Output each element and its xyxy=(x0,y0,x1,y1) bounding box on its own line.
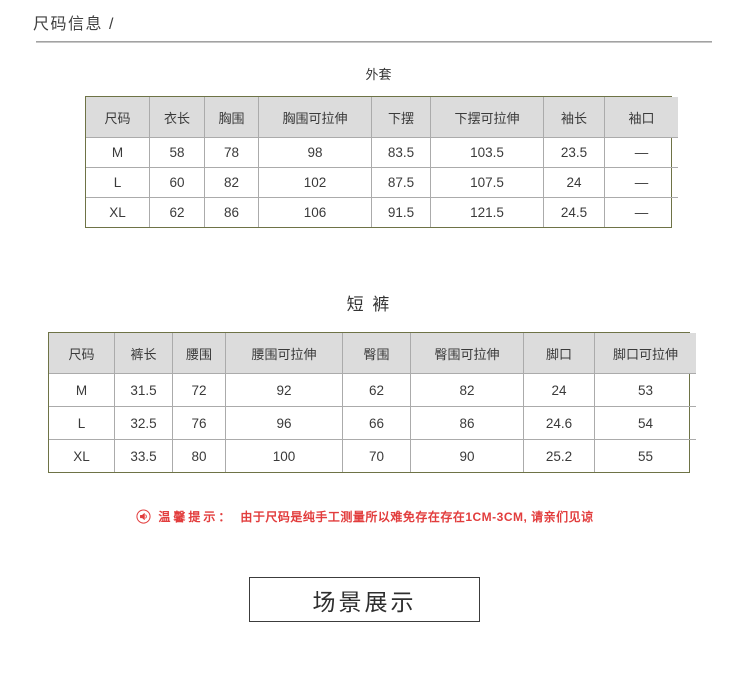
table-cell: L xyxy=(49,406,115,440)
table-cell: 60 xyxy=(149,167,205,198)
table-cell: M xyxy=(49,373,115,407)
warm-tip: 温馨提示： 由于尺码是纯手工测量所以难免存在存在1CM-3CM, 请亲们见谅 xyxy=(0,505,730,527)
table-cell: 98 xyxy=(258,137,372,168)
table-cell: — xyxy=(604,167,678,198)
column-header: 胸围 xyxy=(204,97,259,138)
warm-tip-text: 由于尺码是纯手工测量所以难免存在存在1CM-3CM, 请亲们见谅 xyxy=(240,509,594,524)
column-header: 脚口可拉伸 xyxy=(594,333,696,374)
table-cell: 70 xyxy=(342,439,411,472)
table-cell: 102 xyxy=(258,167,372,198)
table-cell: 106 xyxy=(258,197,372,227)
table-cell: 32.5 xyxy=(114,406,173,440)
column-header: 胸围可拉伸 xyxy=(258,97,372,138)
speaker-icon xyxy=(136,508,151,524)
header-row: 尺码 衣长 胸围 胸围可拉伸 下摆 下摆可拉伸 袖长 袖口 xyxy=(86,97,678,138)
table-cell: 107.5 xyxy=(430,167,544,198)
table-cell: 24.5 xyxy=(543,197,605,227)
table-row: L 32.5 76 96 66 86 24.6 54 xyxy=(49,406,696,440)
table-cell: 91.5 xyxy=(371,197,431,227)
table-cell: 24 xyxy=(523,373,595,407)
table-cell: 87.5 xyxy=(371,167,431,198)
column-header: 腰围可拉伸 xyxy=(225,333,343,374)
table-cell: 103.5 xyxy=(430,137,544,168)
table-row: L 60 82 102 87.5 107.5 24— xyxy=(86,167,678,198)
table-cell: 53 xyxy=(594,373,696,407)
table-cell: 58 xyxy=(149,137,205,168)
table-cell: 78 xyxy=(204,137,259,168)
table-cell: 24 xyxy=(543,167,605,198)
table-cell: — xyxy=(634,205,649,220)
table-row: M 31.5 72 92 62 82 24 53 xyxy=(49,373,696,407)
table-cell: 62 xyxy=(342,373,411,407)
table-cell: 72 xyxy=(172,373,226,407)
table-cell: 31.5 xyxy=(114,373,173,407)
table-cell: 82 xyxy=(204,167,259,198)
table-cell: 90 xyxy=(410,439,524,472)
table-cell: — xyxy=(604,137,678,168)
table-cell: M xyxy=(86,137,150,168)
table-cell: 76 xyxy=(172,406,226,440)
column-header: 腰围 xyxy=(172,333,226,374)
header-row: 尺码 裤长 腰围 腰围可拉伸 臀围 臀围可拉伸 脚口 脚口可拉伸 xyxy=(49,333,696,374)
table-cell: XL xyxy=(49,439,115,472)
column-header: 下摆 xyxy=(371,97,431,138)
table-cell: 121.5 xyxy=(430,197,544,227)
page-title: 尺码信息 / xyxy=(33,16,115,33)
table-cell: 86 xyxy=(204,197,259,227)
jacket-table-caption: 外套 xyxy=(365,67,392,82)
shorts-size-table: 尺码 裤长 腰围 腰围可拉伸 臀围 臀围可拉伸 脚口 脚口可拉伸 M 31.5 72 92 62 82 24… xyxy=(48,332,696,473)
title-divider xyxy=(36,41,712,43)
table-cell: XL xyxy=(86,197,150,227)
column-header: 脚口 xyxy=(523,333,595,374)
column-header: 臀围 xyxy=(342,333,411,374)
column-header: 袖口 xyxy=(604,97,678,138)
column-header: 臀围可拉伸 xyxy=(410,333,524,374)
table-cell: 92 xyxy=(225,373,343,407)
table-cell: 25.2 xyxy=(523,439,595,472)
table-cell: 82 xyxy=(410,373,524,407)
table-cell: 86 xyxy=(410,406,524,440)
table-row: M 58 78 98 83.5 103.5 23.5— xyxy=(86,137,678,168)
column-header: 衣长 xyxy=(149,97,205,138)
table-cell: 80 xyxy=(172,439,226,472)
table-cell: 23.5 xyxy=(543,137,605,168)
table-cell: 100 xyxy=(225,439,343,472)
table-cell: 24.6 xyxy=(523,406,595,440)
table-cell: 62 xyxy=(149,197,205,227)
table-cell: 83.5 xyxy=(371,137,431,168)
table-cell: 55 xyxy=(637,448,654,464)
table-cell: 96 xyxy=(225,406,343,440)
shorts-table-caption: 短 裤 xyxy=(346,295,392,314)
jacket-size-table: 尺码 衣长 胸围 胸围可拉伸 下摆 下摆可拉伸 袖长 袖口 M 58 78 98 83.5 103.5 23… xyxy=(85,96,678,228)
table-cell: 66 xyxy=(342,406,411,440)
column-header: 尺码 xyxy=(86,97,150,138)
table-row: XL 62 86 106 91.5 121.5 24.5 — xyxy=(86,197,678,227)
scene-display-label: 场景展示 xyxy=(312,588,417,615)
table-row: XL 33.5 80 100 70 90 25.2 55 xyxy=(49,439,696,472)
column-header: 尺码 xyxy=(49,333,115,374)
scene-display-header: 场景展示 xyxy=(249,577,480,622)
table-cell: 54 xyxy=(594,406,696,440)
column-header: 下摆可拉伸 xyxy=(430,97,544,138)
table-cell: 33.5 xyxy=(114,439,173,472)
column-header: 裤长 xyxy=(114,333,173,374)
table-cell: L xyxy=(86,167,150,198)
column-header: 袖长 xyxy=(543,97,605,138)
warm-tip-label: 温馨提示： xyxy=(158,509,234,524)
